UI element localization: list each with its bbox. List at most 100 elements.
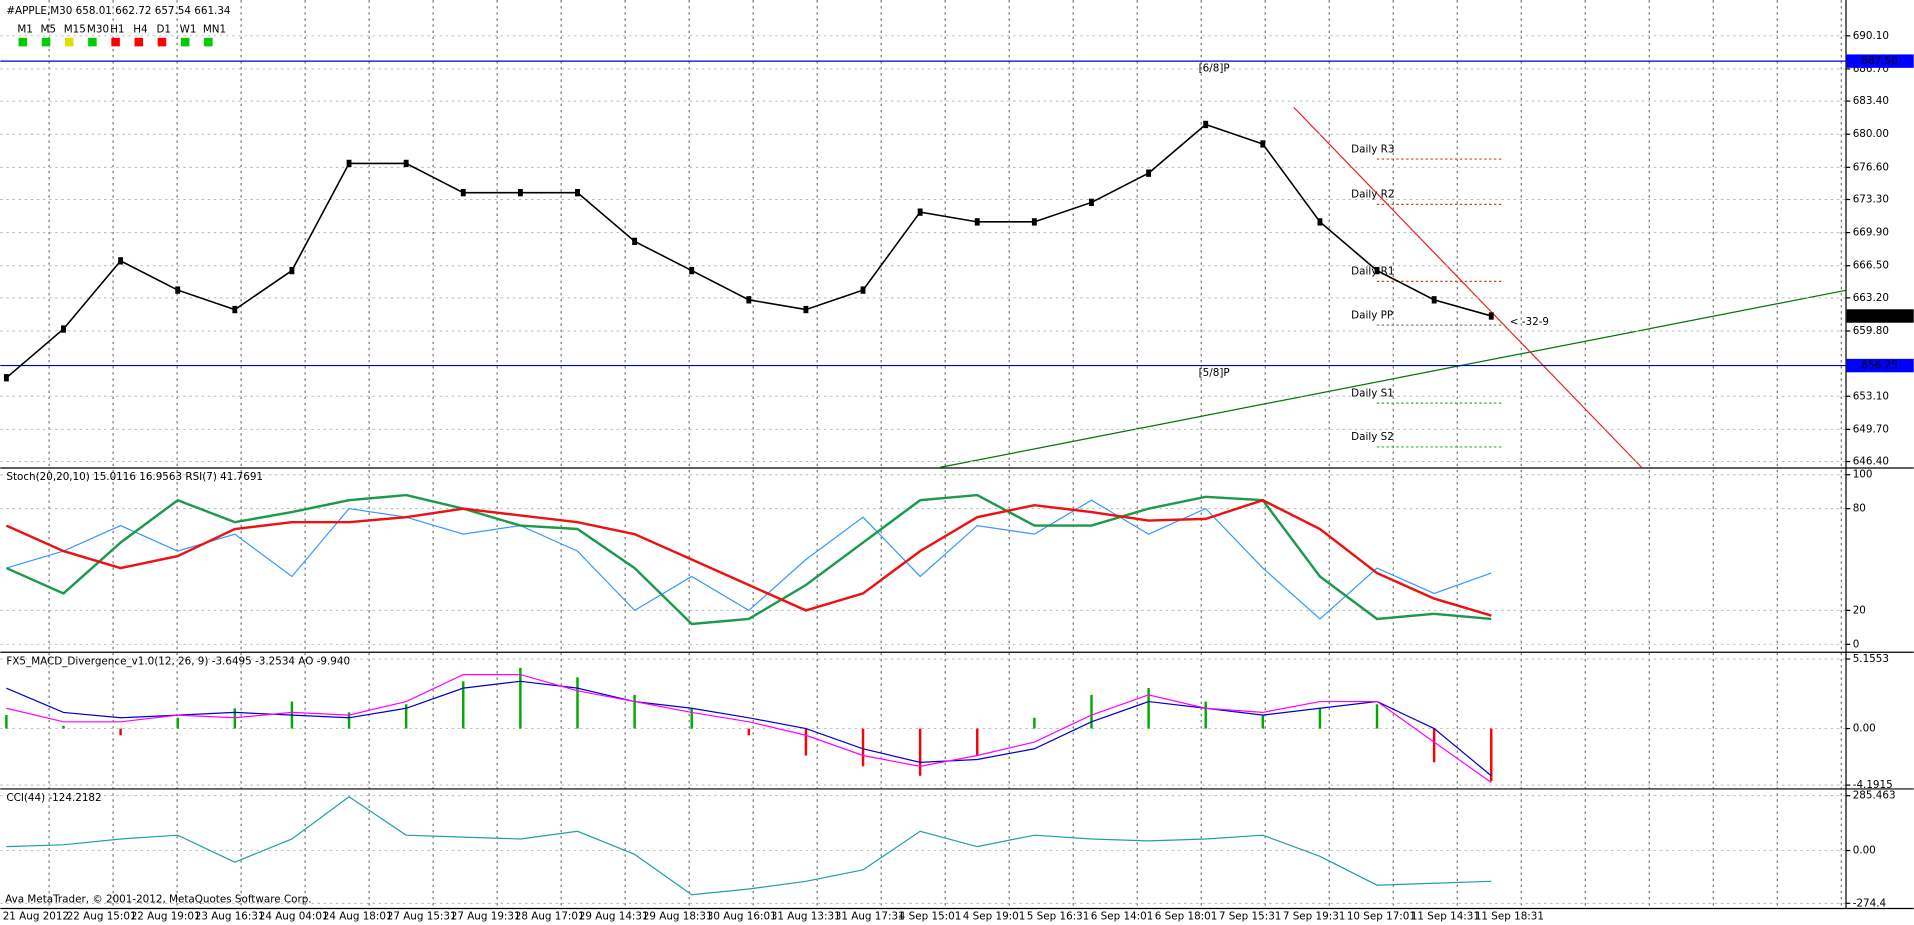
timeframe-label: MN1 xyxy=(203,23,226,35)
timeframe-signal xyxy=(134,37,144,47)
y-tick-label: 680.00 xyxy=(1853,128,1889,140)
time-label: 7 Sep 15:31 xyxy=(1219,910,1282,922)
histogram-bar xyxy=(1432,728,1436,763)
price-marker-label: 661.34 xyxy=(1861,310,1898,322)
time-label: 11 Sep 14:31 xyxy=(1411,910,1480,922)
histogram-bar xyxy=(633,694,636,729)
candle xyxy=(1488,312,1494,320)
panel-title: CCI(44) -124.2182 xyxy=(6,792,101,804)
timeframe-label: M1 xyxy=(17,23,33,35)
indicator-line xyxy=(6,795,1492,896)
timeframe-signal xyxy=(41,37,51,47)
copyright: Ava MetaTrader, © 2001-2012, MetaQuotes … xyxy=(5,893,311,905)
y-tick-label: 285.463 xyxy=(1853,790,1896,802)
time-label: 24 Aug 04:01 xyxy=(259,910,329,922)
histogram-bar xyxy=(1375,704,1379,729)
candle xyxy=(61,325,66,333)
indicator-line xyxy=(6,499,1492,620)
pivot-label: Daily PP xyxy=(1351,309,1393,321)
histogram-bar xyxy=(62,725,65,729)
histogram-bar xyxy=(1033,717,1036,729)
timeframe-label: M5 xyxy=(41,23,57,35)
candle xyxy=(403,159,409,168)
y-tick-label: 100 xyxy=(1853,469,1873,481)
time-label: 6 Sep 14:01 xyxy=(1091,910,1154,922)
time-label: 10 Sep 17:01 xyxy=(1347,910,1416,922)
indicator-line xyxy=(5,493,1492,626)
candle xyxy=(746,296,752,304)
y-tick-label: 649.70 xyxy=(1853,423,1889,435)
indicator-line xyxy=(6,673,1492,783)
price-marker xyxy=(1846,309,1914,323)
candle xyxy=(460,188,466,197)
time-label: 4 Sep 15:01 xyxy=(899,910,962,922)
histogram-bar xyxy=(404,704,408,729)
y-tick-label: 0 xyxy=(1853,638,1860,650)
time-label: 27 Aug 15:31 xyxy=(387,910,457,922)
candle xyxy=(289,266,295,275)
y-tick-label: 676.60 xyxy=(1853,161,1889,173)
timeframe-label: W1 xyxy=(180,23,197,35)
y-tick-label: 663.20 xyxy=(1853,292,1889,304)
fibo-level-label: [6/8]P xyxy=(1199,62,1230,74)
y-tick-label: 666.50 xyxy=(1853,260,1889,272)
candle xyxy=(1431,296,1437,304)
y-tick-label: 673.30 xyxy=(1853,193,1889,205)
y-tick-label: 0.00 xyxy=(1853,845,1876,857)
y-tick-label: 669.90 xyxy=(1853,227,1889,239)
time-label: 4 Sep 19:01 xyxy=(963,910,1026,922)
histogram-bar xyxy=(1204,701,1207,729)
candle xyxy=(917,208,923,216)
histogram-bar xyxy=(233,708,237,729)
timeframe-signal xyxy=(204,37,213,47)
histogram-bar xyxy=(1490,728,1493,782)
symbol-info: #APPLE,M30 658.01 662.72 657.54 661.34 xyxy=(6,5,231,17)
candle xyxy=(1203,120,1209,129)
y-tick-label: 690.10 xyxy=(1853,30,1889,42)
histogram-bar xyxy=(576,677,579,729)
y-tick-label: 659.80 xyxy=(1853,325,1889,337)
candle xyxy=(974,218,980,226)
timeframe-label: D1 xyxy=(156,23,171,35)
histogram-bar xyxy=(5,715,8,729)
time-label: 27 Aug 19:31 xyxy=(451,910,521,922)
y-tick-label: 646.40 xyxy=(1853,456,1889,468)
timeframe-signal xyxy=(88,37,97,47)
candle xyxy=(517,188,523,197)
timeframe-signal xyxy=(64,37,74,47)
timeframe-signal xyxy=(111,37,120,47)
candle xyxy=(1260,140,1266,148)
histogram-bar xyxy=(918,728,922,776)
time-label: 22 Aug 19:01 xyxy=(131,910,201,922)
price-marker xyxy=(1846,54,1914,68)
histogram-bar xyxy=(976,728,979,756)
panel-title: Stoch(20,20,10) 15.0116 16.9563 RSI(7) 4… xyxy=(6,471,263,483)
candle xyxy=(175,286,181,294)
candle xyxy=(1089,198,1094,207)
y-tick-label: 20 xyxy=(1853,604,1866,616)
pivot-label: Daily S2 xyxy=(1351,431,1394,443)
y-tick-label: 0.00 xyxy=(1853,723,1876,735)
indicator-line xyxy=(6,680,1492,777)
candle xyxy=(1146,169,1152,177)
timeframe-signal xyxy=(157,37,167,47)
time-label: 5 Sep 16:31 xyxy=(1027,910,1090,922)
histogram-bar xyxy=(1147,688,1150,729)
candle xyxy=(1031,218,1037,226)
vertical-grid xyxy=(48,0,1842,910)
candle xyxy=(346,159,352,168)
price-marker-label: 687.50 xyxy=(1861,55,1897,67)
trendline xyxy=(939,289,1846,468)
signal-label: < -32-9 xyxy=(1510,316,1549,328)
candle xyxy=(1374,266,1380,275)
histogram-bar xyxy=(519,667,522,729)
price-marker-label: 656.25 xyxy=(1861,360,1897,372)
time-label: 7 Sep 19:31 xyxy=(1283,910,1346,922)
panel-title: FX5_MACD_Divergence_v1.0(12, 26, 9) -3.6… xyxy=(6,655,350,667)
timeframe-label: M30 xyxy=(87,23,109,35)
histogram-bar xyxy=(747,728,751,736)
candle xyxy=(1317,218,1323,226)
